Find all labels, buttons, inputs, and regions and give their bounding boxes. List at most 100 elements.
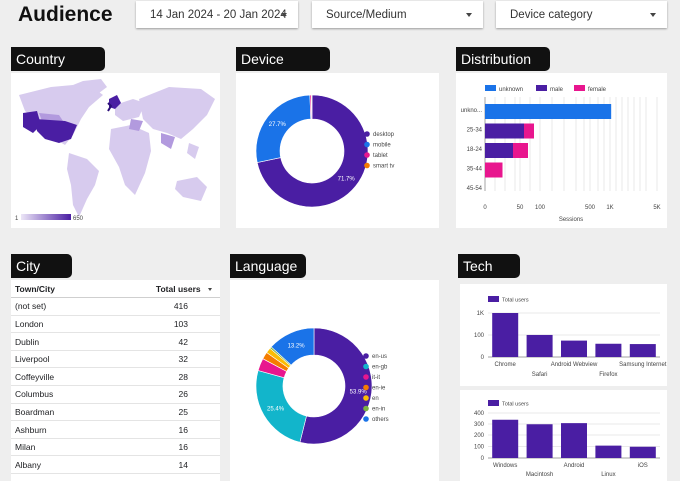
- sort-desc-icon: [208, 287, 212, 291]
- x-tick-label: 5K: [653, 205, 660, 211]
- column-header-total-users-label: Total users: [155, 283, 201, 294]
- city-name-cell: Ashburn: [11, 420, 98, 439]
- bar-android[interactable]: [561, 423, 587, 458]
- city-name-cell: Milan: [11, 438, 98, 457]
- legend-swatch-tablet: [364, 152, 370, 158]
- dropdown-caret-icon: [281, 13, 287, 17]
- world-map[interactable]: 1 650: [11, 73, 220, 228]
- bar-female-18-24[interactable]: [513, 143, 528, 158]
- legend-swatch-smart tv: [364, 162, 370, 169]
- x-tick-label: 0: [483, 205, 487, 211]
- legend-label-smart tv: smart tv: [373, 164, 394, 170]
- legend-swatch-total-users: [488, 400, 499, 406]
- map-legend-max: 650: [73, 216, 84, 222]
- device-chart-panel: 71.7% 27.7% desktop mobile tablet smart tv: [236, 73, 439, 228]
- bar-female-25-34[interactable]: [524, 123, 534, 139]
- country-map-panel: 1 650: [11, 73, 220, 228]
- table-row[interactable]: (not set) 416: [11, 297, 220, 316]
- total-users-cell: 26: [97, 385, 220, 404]
- legend-swatch-total-users: [488, 296, 499, 302]
- total-users-cell: 42: [97, 332, 220, 351]
- bar-unknown-unkno...[interactable]: [485, 104, 612, 119]
- column-header-total-users[interactable]: Total users: [97, 280, 220, 299]
- city-name-cell: Liverpool: [11, 350, 98, 369]
- column-header-city[interactable]: Town/City: [11, 280, 98, 299]
- distribution-chart-panel: unknown male female unkno... 25-34 18-24 35-44…: [456, 73, 667, 228]
- bar-windows[interactable]: [492, 419, 519, 458]
- legend-label-en-in: en-in: [372, 407, 385, 413]
- total-users-cell: 25: [97, 403, 220, 422]
- x-tick-label: Chrome: [495, 362, 517, 368]
- legend-swatch-male: [536, 85, 547, 91]
- total-users-cell: 103: [97, 315, 220, 334]
- donut-slice-smart tv[interactable]: [310, 94, 313, 120]
- y-tick-label: 25-34: [467, 128, 483, 134]
- bar-male-18-24[interactable]: [485, 143, 513, 158]
- y-tick-label: 35-44: [467, 167, 483, 173]
- city-name-cell: London: [11, 315, 98, 334]
- x-tick-label: Firefox: [599, 372, 617, 378]
- bar-samsung-internet[interactable]: [629, 344, 656, 357]
- device-category-filter[interactable]: Device category: [496, 1, 667, 28]
- bar-male-25-34[interactable]: [485, 123, 524, 139]
- bar-android-webview[interactable]: [561, 340, 587, 357]
- source-medium-filter[interactable]: Source/Medium: [312, 1, 483, 28]
- bar-macintosh[interactable]: [526, 424, 553, 458]
- table-row[interactable]: Boardman 25: [11, 403, 220, 422]
- table-row[interactable]: Milan 16: [11, 438, 220, 457]
- table-row[interactable]: Liverpool 32: [11, 350, 220, 369]
- legend-label-others: others: [372, 417, 389, 423]
- total-users-cell: 416: [97, 297, 220, 316]
- table-header-row: Town/City Total users: [11, 280, 220, 299]
- legend-swatch-it-it: [363, 374, 369, 380]
- y-tick-label: 0: [481, 355, 485, 361]
- total-users-cell: 28: [97, 367, 220, 387]
- bar-chrome[interactable]: [492, 313, 519, 357]
- section-label-city: City: [11, 254, 72, 278]
- legend-label-en-gb: en-gb: [372, 365, 388, 371]
- donut-slice-others[interactable]: [270, 327, 315, 366]
- legend-label-female: female: [588, 87, 607, 93]
- bar-female-35-44[interactable]: [485, 162, 503, 178]
- legend-label-unknown: unknown: [499, 87, 523, 93]
- x-tick-label: 50: [517, 205, 524, 211]
- bar-ios[interactable]: [629, 446, 656, 458]
- city-name-cell: Dublin: [11, 332, 98, 351]
- table-row[interactable]: Columbus 26: [11, 385, 220, 404]
- os-bar-chart[interactable]: Total users 0 100 200 300 400 Windows Macintosh…: [460, 390, 667, 481]
- donut-slice-en-us[interactable]: [299, 327, 373, 445]
- y-tick-label: unkno...: [461, 108, 483, 114]
- table-row[interactable]: Albany 14: [11, 455, 220, 475]
- date-range-picker[interactable]: 14 Jan 2024 - 20 Jan 2024: [136, 1, 298, 28]
- city-name-cell: Coffeyville: [11, 367, 98, 387]
- legend-label-en-us: en-us: [372, 354, 387, 360]
- bar-linux[interactable]: [595, 445, 622, 458]
- device-donut-chart[interactable]: 71.7% 27.7% desktop mobile tablet smart tv: [236, 73, 439, 228]
- legend-swatch-others: [363, 416, 369, 422]
- legend-swatch-en-ie: [363, 384, 369, 391]
- y-tick-label: 0: [481, 456, 485, 462]
- dropdown-caret-icon: [466, 13, 472, 17]
- tech-browser-panel: Total users 0 100 1K Chrome Safari Android Web…: [460, 284, 667, 386]
- legend-label-mobile: mobile: [373, 143, 391, 149]
- donut-slice-mobile[interactable]: [255, 94, 312, 163]
- language-donut-chart[interactable]: 53.9% 25.4% 13.2% en-us en-gb it-it en-ie en en-…: [230, 280, 439, 481]
- dropdown-caret-icon: [650, 13, 656, 17]
- city-table-panel: Town/City Total users (not set) 416 London…: [11, 280, 220, 481]
- donut-data-label: 13.2%: [288, 343, 306, 349]
- x-tick-label: Macintosh: [526, 472, 553, 478]
- table-row[interactable]: Coffeyville 28: [11, 367, 220, 387]
- bar-safari[interactable]: [526, 334, 553, 357]
- city-name-cell: (not set): [11, 297, 98, 316]
- table-row[interactable]: Dublin 42: [11, 332, 220, 351]
- bar-firefox[interactable]: [595, 343, 622, 357]
- section-label-country: Country: [11, 47, 105, 71]
- donut-slice-desktop[interactable]: [256, 94, 369, 208]
- x-tick-label: 100: [535, 205, 546, 211]
- legend-label-male: male: [550, 87, 564, 93]
- table-row[interactable]: Ashburn 16: [11, 420, 220, 439]
- x-tick-label: Safari: [532, 372, 548, 378]
- table-row[interactable]: London 103: [11, 315, 220, 334]
- distribution-bar-chart[interactable]: unknown male female unkno... 25-34 18-24 35-44…: [456, 73, 667, 228]
